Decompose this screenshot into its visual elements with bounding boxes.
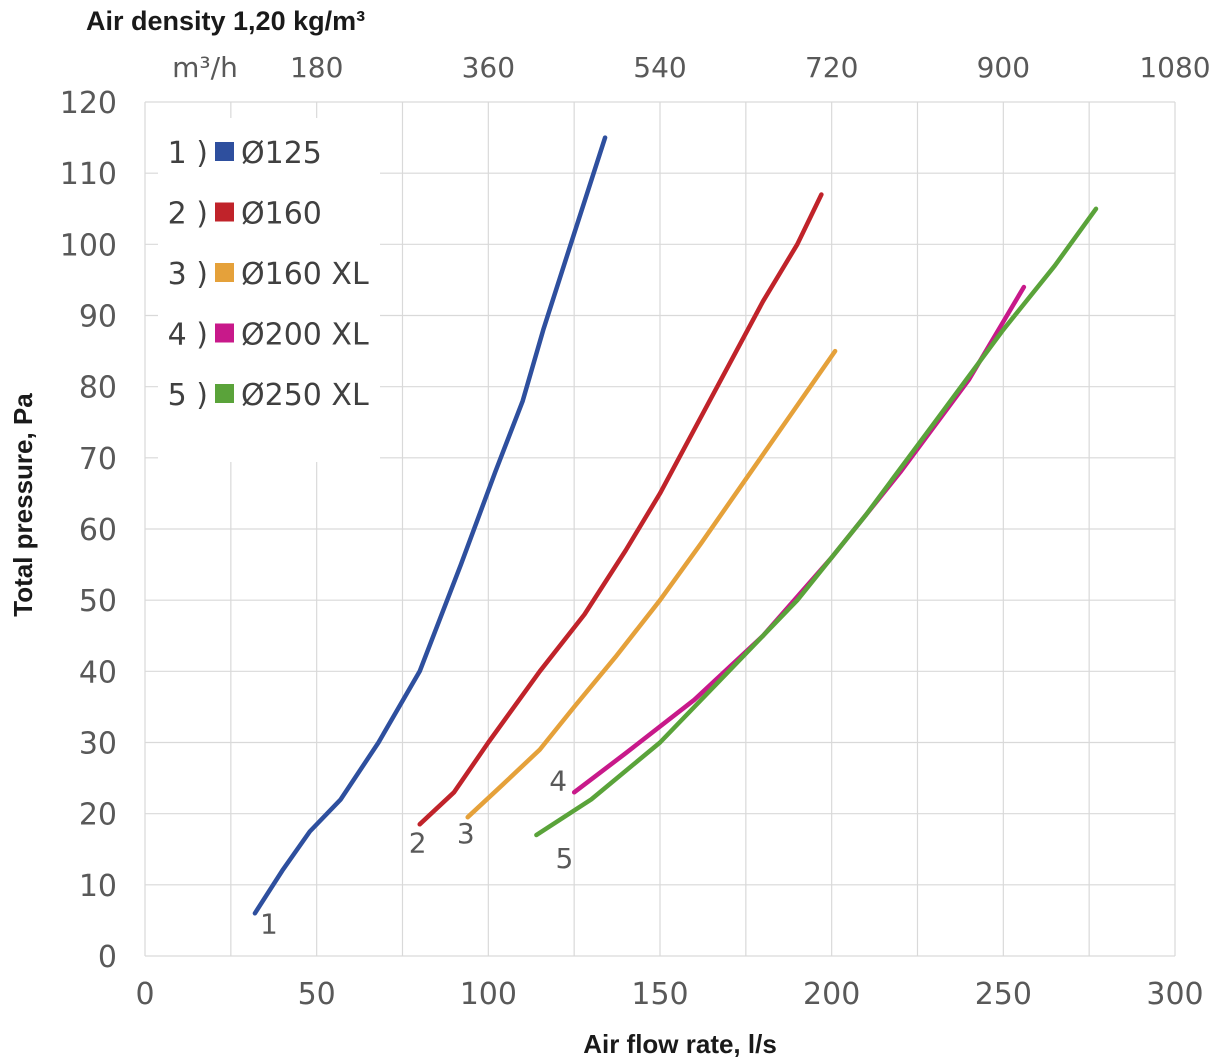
curve-label-4: 4	[549, 764, 567, 797]
grid	[144, 101, 1176, 957]
series-line-3	[465, 348, 838, 820]
curve-label-1: 1	[260, 907, 278, 940]
secondary-x-tick-label: 720	[805, 51, 858, 84]
x-tick-label: 50	[298, 977, 336, 1012]
series-line-1	[252, 135, 608, 916]
y-tick-label: 50	[79, 584, 117, 619]
legend-index: 4 )	[168, 318, 208, 353]
curve-label-5: 5	[555, 842, 573, 875]
y-tick-label: 70	[79, 442, 117, 477]
x-tick-label: 100	[460, 977, 517, 1012]
x-tick-label: 250	[975, 977, 1032, 1012]
y-tick-label: 80	[79, 371, 117, 406]
y-axis-label: Total pressure, Pa	[8, 393, 38, 617]
legend-label: Ø160 XL	[241, 257, 369, 292]
legend-label: Ø125	[241, 136, 322, 171]
series-line-2	[417, 192, 824, 827]
y-tick-label: 110	[60, 157, 117, 192]
secondary-x-axis-label: m³/h	[172, 51, 238, 84]
y-tick-label: 0	[98, 940, 117, 975]
x-tick-label: 0	[135, 977, 154, 1012]
x-tick-label: 150	[631, 977, 688, 1012]
y-tick-label: 60	[79, 513, 117, 548]
legend-index: 1 )	[168, 136, 208, 171]
legend-swatch	[215, 263, 234, 282]
legend: 1 ) Ø125 2 ) Ø160 3 ) Ø160 XL 4 ) Ø200 XL 5 ) Ø25…	[158, 118, 380, 462]
y-tick-label: 30	[79, 727, 117, 762]
curve-label-3: 3	[457, 817, 475, 850]
secondary-x-tick-label: 900	[977, 51, 1030, 84]
x-axis-ticks: 0 50 100 150 200 250 300	[135, 977, 1203, 1012]
x-tick-label: 300	[1146, 977, 1203, 1012]
y-tick-label: 10	[79, 869, 117, 904]
legend-index: 5 )	[168, 378, 208, 413]
y-tick-label: 90	[79, 300, 117, 335]
legend-index: 3 )	[168, 257, 208, 292]
y-tick-label: 100	[60, 228, 117, 263]
secondary-x-axis-ticks: 180 360 540 720 900 1080	[290, 51, 1211, 84]
legend-label: Ø160	[241, 197, 322, 232]
y-tick-label: 120	[60, 86, 117, 121]
y-tick-label: 20	[79, 798, 117, 833]
legend-swatch	[215, 142, 234, 161]
legend-index: 2 )	[168, 197, 208, 232]
legend-swatch	[215, 202, 234, 222]
y-tick-label: 40	[79, 655, 117, 690]
series-line-5	[534, 206, 1099, 838]
curve-labels: 12 345	[260, 764, 573, 940]
secondary-x-tick-label: 360	[462, 51, 515, 84]
series-lines	[252, 135, 1099, 916]
secondary-x-tick-label: 180	[290, 51, 343, 84]
legend-swatch	[215, 384, 234, 403]
legend-swatch	[215, 323, 234, 343]
secondary-x-tick-label: 1080	[1139, 51, 1210, 84]
legend-background	[158, 118, 380, 462]
chart-title: Air density 1,20 kg/m³	[86, 6, 365, 36]
series-line-4	[571, 284, 1027, 795]
x-axis-label: Air flow rate, l/s	[583, 1029, 777, 1059]
curve-label-2: 2	[409, 826, 427, 859]
x-tick-label: 200	[803, 977, 860, 1012]
legend-label: Ø200 XL	[241, 318, 369, 353]
secondary-x-tick-label: 540	[633, 51, 686, 84]
y-axis-ticks: 0 10 20 30 40 50 60 70 80 90 100 110 120	[60, 86, 117, 975]
legend-label: Ø250 XL	[241, 378, 369, 413]
